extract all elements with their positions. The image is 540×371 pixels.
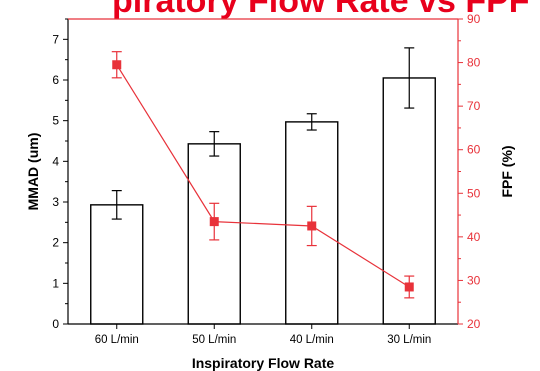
- y2-tick-label: 20: [467, 317, 481, 331]
- x-tick-label: 60 L/min: [95, 334, 139, 346]
- fpf-line-layer: [111, 51, 415, 299]
- y2-tick-label: 70: [467, 99, 481, 113]
- x-axis-title: Inspiratory Flow Rate: [192, 355, 335, 371]
- x-tick-label: 50 L/min: [192, 334, 236, 346]
- y2-tick-label: 30: [467, 273, 481, 287]
- y2-tick-label: 50: [467, 186, 481, 200]
- y-tick-label: 1: [52, 276, 59, 290]
- x-tick-label: 30 L/min: [387, 334, 431, 346]
- fpf-line: [116, 64, 410, 288]
- tick-labels-layer: 0 1 2 3 4 5 6 7 20 30 40 50 60 70 80 90 60 L/min 50 L/min…: [52, 12, 480, 346]
- y-tick-label: 4: [52, 154, 59, 168]
- x-tick-label: 40 L/min: [290, 334, 334, 346]
- y2-tick-label: 90: [467, 12, 481, 26]
- y-tick-label: 2: [52, 236, 59, 250]
- y-tick-label: 7: [52, 32, 59, 46]
- y-tick-label: 5: [52, 114, 59, 128]
- axes-layer: [63, 18, 463, 329]
- y-axis-title: MMAD (um): [25, 133, 41, 211]
- bar-0: [90, 204, 144, 325]
- bars-layer: [90, 77, 436, 325]
- y-tick-label: 3: [52, 195, 59, 209]
- y2-tick-label: 40: [467, 230, 481, 244]
- y-tick-label: 0: [52, 317, 59, 331]
- chart-title-fragment: piratory Flow Rate vs FPF and MMAD: [112, 0, 540, 20]
- y2-axis-title: FPF (%): [499, 145, 515, 197]
- y2-tick-label: 60: [467, 143, 481, 157]
- fpf-point-0: [112, 60, 122, 70]
- fpf-point-3: [404, 282, 414, 292]
- y2-tick-label: 80: [467, 56, 481, 70]
- fpf-point-1: [209, 217, 219, 227]
- fpf-point-2: [307, 221, 317, 231]
- bar-error-layer: [111, 47, 415, 220]
- y-tick-label: 6: [52, 73, 59, 87]
